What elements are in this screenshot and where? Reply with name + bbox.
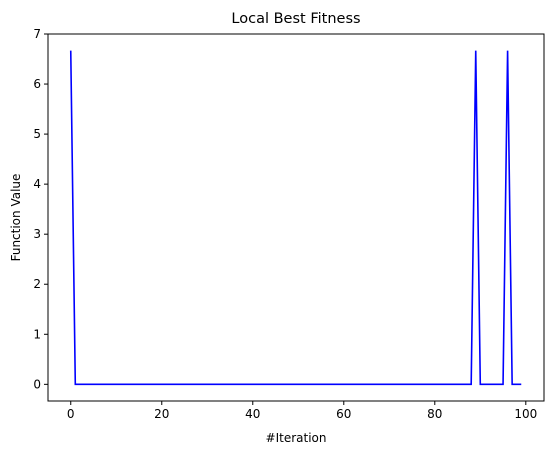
x-axis-label: #Iteration <box>266 431 327 445</box>
y-tick-label: 0 <box>33 377 41 391</box>
x-tick-label: 0 <box>67 407 75 421</box>
x-tick-label: 60 <box>336 407 351 421</box>
y-axis-label: Function Value <box>9 174 23 262</box>
x-tick-label: 20 <box>154 407 169 421</box>
series-layer <box>69 50 522 386</box>
x-tick-label: 40 <box>245 407 260 421</box>
plot-frame <box>47 33 545 402</box>
y-tick-label: 6 <box>33 77 41 91</box>
y-tick-label: 4 <box>33 177 41 191</box>
x-tick-label: 80 <box>427 407 442 421</box>
series-line <box>69 50 522 386</box>
x-tick-label: 100 <box>514 407 537 421</box>
y-tick-label: 5 <box>33 127 41 141</box>
chart-title: Local Best Fitness <box>231 11 360 27</box>
y-tick-label: 1 <box>33 327 41 341</box>
y-axis-ticks: 0 1 2 3 4 5 6 7 <box>33 27 48 391</box>
y-tick-label: 3 <box>33 227 41 241</box>
y-tick-label: 2 <box>33 277 41 291</box>
plot-area <box>48 34 544 401</box>
x-axis-ticks: 0 20 40 60 80 100 <box>67 401 537 421</box>
y-tick-label: 7 <box>33 27 41 41</box>
